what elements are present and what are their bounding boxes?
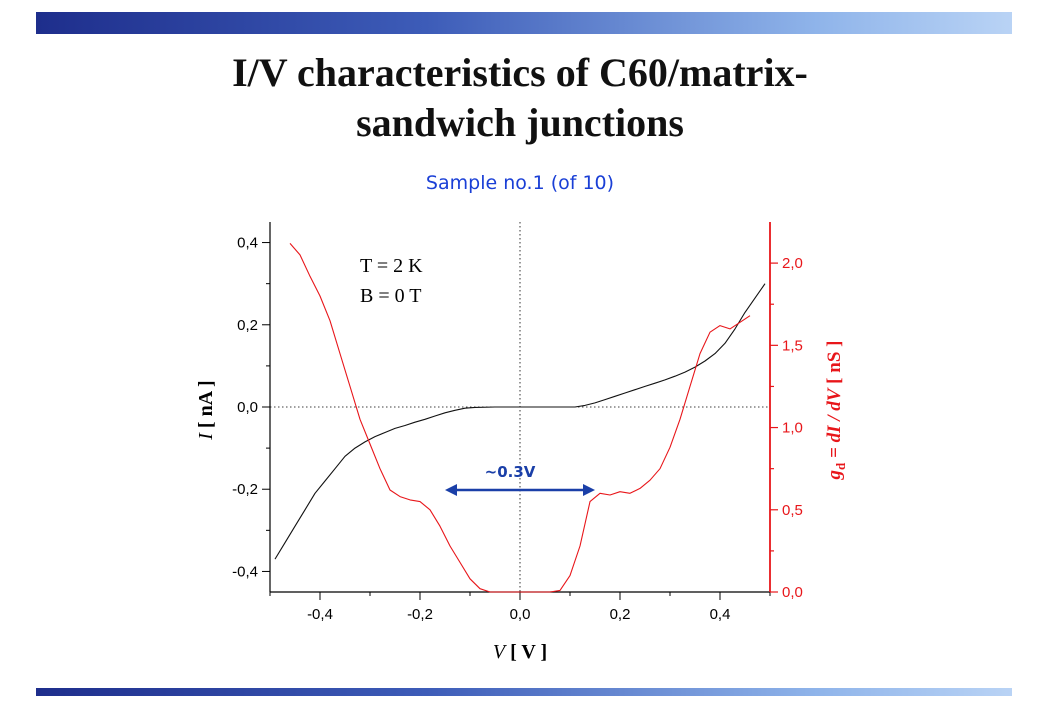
header-gradient-bar	[36, 12, 1012, 34]
y-left-tick-label: 0,4	[237, 235, 258, 252]
x-tick-label: 0,4	[710, 606, 731, 623]
slide-subtitle: Sample no.1 (of 10)	[425, 172, 615, 194]
title-line-1: I/V characteristics of C60/matrix-	[232, 50, 808, 95]
temperature-label: T = 2 K	[360, 255, 423, 277]
gap-arrow-head-left	[445, 484, 457, 497]
x-axis-label: V [ V ]	[493, 641, 547, 663]
gap-label: ~0.3V	[485, 463, 536, 481]
y-left-axis-label: I [ nA ]	[195, 380, 217, 440]
field-label: B = 0 T	[360, 285, 421, 307]
footer-gradient-bar	[36, 688, 1012, 696]
y-left-tick-label: -0,4	[232, 563, 258, 580]
gap-arrow-head-right	[583, 484, 595, 497]
y-left-tick-label: -0,2	[232, 481, 258, 498]
y-right-axis-unit: [ nS ]	[824, 341, 845, 389]
current-curve	[274, 283, 766, 560]
y-right-axis-label: gd = dI / dV [ nS ]	[824, 341, 848, 481]
y-right-tick-label: 0,5	[782, 502, 803, 519]
conductance-curve	[289, 243, 751, 593]
x-tick-label: -0,2	[407, 606, 433, 623]
title-line-2: sandwich junctions	[356, 100, 684, 145]
x-tick-label: 0,0	[510, 606, 531, 623]
y-right-axis-var: g	[824, 470, 845, 481]
y-right-axis-sub: d	[833, 462, 848, 470]
y-right-tick-label: 2,0	[782, 255, 803, 272]
y-left-axis-unit: [ nA ]	[195, 380, 217, 433]
y-right-axis-rest: = dI / dV	[824, 387, 845, 462]
y-right-tick-label: 1,5	[782, 337, 803, 354]
slide-title: I/V characteristics of C60/matrix- sandw…	[0, 48, 1040, 148]
y-left-axis-var: I	[195, 432, 217, 441]
y-left-tick-label: 0,2	[237, 317, 258, 334]
x-axis-unit: [ V ]	[505, 641, 547, 663]
x-tick-label: -0,4	[307, 606, 333, 623]
y-right-tick-label: 0,0	[782, 584, 803, 601]
x-tick-label: 0,2	[610, 606, 631, 623]
y-right-tick-label: 1,0	[782, 420, 803, 437]
plot-layer: -0,4 -0,2 0,0 0,2 0,4 -0,4 -0,2 0,0 0,2 0,4 0,0 0,5…	[195, 222, 848, 663]
y-left-tick-label: 0,0	[237, 399, 258, 416]
x-axis-var: V	[493, 641, 508, 663]
